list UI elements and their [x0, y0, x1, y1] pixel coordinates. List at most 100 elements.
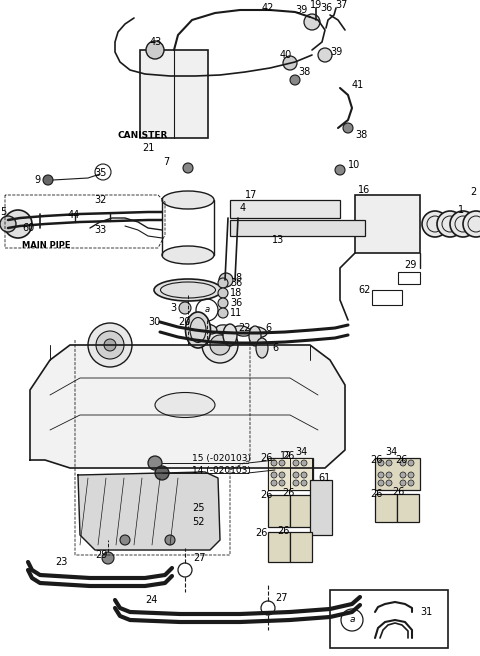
- Circle shape: [293, 472, 299, 478]
- Bar: [372, 290, 402, 305]
- Circle shape: [218, 288, 228, 298]
- Circle shape: [335, 165, 345, 175]
- Circle shape: [0, 216, 16, 232]
- Text: 27: 27: [193, 553, 205, 563]
- Text: 29: 29: [404, 260, 416, 270]
- Text: 21: 21: [142, 143, 155, 153]
- Circle shape: [148, 456, 162, 470]
- Circle shape: [386, 480, 392, 486]
- Text: CANISTER: CANISTER: [118, 131, 168, 140]
- Circle shape: [279, 472, 285, 478]
- Circle shape: [301, 472, 307, 478]
- Ellipse shape: [223, 324, 237, 346]
- Circle shape: [96, 331, 124, 359]
- Text: 26: 26: [282, 451, 294, 461]
- Circle shape: [183, 163, 193, 173]
- Text: a: a: [204, 306, 210, 314]
- Text: 26: 26: [392, 487, 404, 497]
- Bar: [375, 494, 397, 522]
- Text: 44: 44: [68, 210, 80, 220]
- Circle shape: [301, 480, 307, 486]
- Circle shape: [219, 273, 233, 287]
- Bar: [268, 532, 290, 562]
- Text: 24: 24: [145, 595, 157, 605]
- Circle shape: [202, 327, 238, 363]
- Bar: [375, 458, 420, 490]
- Text: 43: 43: [150, 37, 162, 47]
- Text: 7: 7: [163, 157, 169, 167]
- Text: 23: 23: [55, 557, 67, 567]
- Circle shape: [437, 211, 463, 237]
- Circle shape: [165, 535, 175, 545]
- Circle shape: [120, 535, 130, 545]
- Text: 31: 31: [420, 607, 432, 617]
- Text: 35: 35: [94, 168, 107, 178]
- Text: 17: 17: [245, 190, 257, 200]
- Circle shape: [104, 339, 116, 351]
- Circle shape: [343, 123, 353, 133]
- Text: 34: 34: [385, 447, 397, 457]
- Text: 10: 10: [348, 160, 360, 170]
- Circle shape: [218, 308, 228, 318]
- Bar: [397, 494, 419, 522]
- Circle shape: [179, 302, 191, 314]
- Circle shape: [283, 56, 297, 70]
- Circle shape: [271, 460, 277, 466]
- Text: 22: 22: [238, 323, 251, 333]
- Ellipse shape: [249, 326, 261, 346]
- Text: 26: 26: [255, 528, 267, 538]
- Text: 15 (-020103): 15 (-020103): [192, 453, 251, 462]
- Text: 20: 20: [178, 317, 191, 327]
- Text: 61: 61: [318, 473, 330, 483]
- Text: 41: 41: [352, 80, 364, 90]
- Text: 13: 13: [272, 235, 284, 245]
- Text: 2: 2: [470, 187, 476, 197]
- Text: 26: 26: [260, 453, 272, 463]
- Circle shape: [271, 480, 277, 486]
- Circle shape: [279, 460, 285, 466]
- Circle shape: [146, 41, 164, 59]
- Circle shape: [408, 480, 414, 486]
- Circle shape: [408, 460, 414, 466]
- Circle shape: [293, 480, 299, 486]
- Circle shape: [301, 460, 307, 466]
- Circle shape: [218, 278, 228, 288]
- Circle shape: [210, 335, 230, 355]
- Text: 36: 36: [230, 298, 242, 308]
- Ellipse shape: [256, 338, 268, 358]
- Bar: [140, 50, 208, 138]
- Circle shape: [400, 460, 406, 466]
- Polygon shape: [30, 345, 345, 468]
- Text: MAIN PIPE: MAIN PIPE: [22, 241, 71, 249]
- Bar: [290, 495, 312, 527]
- Text: 39: 39: [295, 5, 307, 15]
- Circle shape: [386, 460, 392, 466]
- Text: 33: 33: [94, 225, 106, 235]
- Text: 26: 26: [395, 455, 408, 465]
- Text: 34: 34: [295, 447, 307, 457]
- Text: 26: 26: [260, 490, 272, 500]
- Bar: [398, 272, 420, 284]
- Text: 29: 29: [95, 550, 108, 560]
- Circle shape: [218, 298, 228, 308]
- Text: 52: 52: [192, 517, 204, 527]
- Text: 32: 32: [94, 195, 107, 205]
- Bar: [330, 590, 448, 648]
- Bar: [230, 200, 340, 218]
- Bar: [268, 458, 313, 490]
- Circle shape: [43, 175, 53, 185]
- Text: 26: 26: [370, 489, 383, 499]
- Text: 16: 16: [358, 185, 370, 195]
- Text: 26: 26: [282, 488, 294, 498]
- Circle shape: [318, 48, 332, 62]
- Ellipse shape: [154, 279, 222, 301]
- Text: 36: 36: [320, 3, 332, 13]
- Bar: [355, 195, 420, 253]
- Ellipse shape: [233, 326, 251, 336]
- Text: 3: 3: [170, 303, 176, 313]
- Text: 11: 11: [230, 308, 242, 318]
- Text: 39: 39: [330, 47, 342, 57]
- Text: 40: 40: [280, 50, 292, 60]
- Text: 30: 30: [148, 317, 160, 327]
- Circle shape: [400, 480, 406, 486]
